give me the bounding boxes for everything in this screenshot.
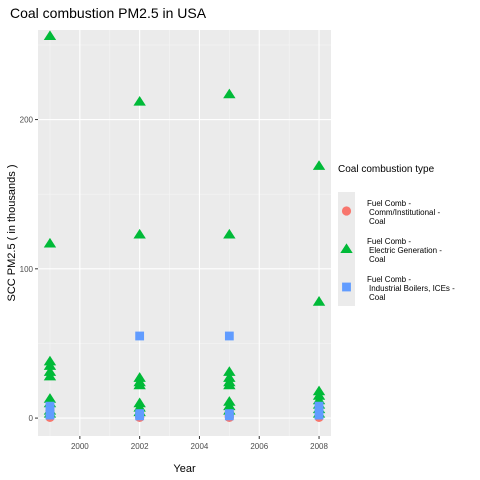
chart-title: Coal combustion PM2.5 in USA <box>10 5 207 21</box>
plot-panel <box>38 30 331 436</box>
x-tick-label: 2000 <box>71 442 89 451</box>
data-point-triangle <box>133 379 146 390</box>
data-point-triangle <box>43 370 57 381</box>
data-point-triangle <box>312 296 326 306</box>
legend-label: Fuel Comb -Comm/Institutional -Coal <box>367 199 440 226</box>
data-point-square <box>314 401 324 411</box>
data-point-square <box>224 411 234 421</box>
data-point-triangle <box>223 366 236 376</box>
legend-marker-triangle <box>340 243 353 254</box>
legend-label: Fuel Comb -Industrial Boilers, ICEs -Coa… <box>367 275 455 302</box>
data-point-triangle <box>223 88 236 99</box>
data-points <box>43 30 326 422</box>
legend: Coal combustion type Fuel Comb -Comm/Ins… <box>338 164 455 306</box>
data-point-square <box>135 411 145 421</box>
data-point-square <box>45 410 55 420</box>
x-tick-label: 2004 <box>191 442 209 451</box>
data-point-triangle <box>223 379 236 390</box>
data-point-square <box>135 331 145 341</box>
y-tick-label: 100 <box>20 265 34 274</box>
legend-marker-circle <box>341 206 352 216</box>
x-tick-label: 2006 <box>250 442 268 451</box>
y-tick-label: 0 <box>29 414 34 423</box>
data-point-triangle <box>223 228 236 239</box>
x-tick-label: 2002 <box>131 442 149 451</box>
legend-label: Fuel Comb -Electric Generation -Coal <box>367 237 442 264</box>
x-tick-label: 2008 <box>310 442 328 451</box>
data-point-triangle <box>133 96 146 106</box>
data-point-square <box>224 331 234 341</box>
data-point-square <box>314 410 324 420</box>
x-axis-title: Year <box>173 463 196 475</box>
y-axis-title: SCC PM2.5 ( in thousands ) <box>6 165 18 302</box>
data-point-triangle <box>43 30 57 41</box>
data-point-triangle <box>312 160 326 170</box>
legend-title: Coal combustion type <box>338 164 435 175</box>
data-point-triangle <box>133 228 146 239</box>
axes: 2000 2002 2004 2006 2008 0 100 200 <box>20 116 329 451</box>
legend-marker-square <box>342 282 351 292</box>
data-point-triangle <box>43 237 57 248</box>
data-point-triangle <box>43 360 57 370</box>
y-tick-label: 200 <box>20 116 34 125</box>
data-point-square <box>314 406 324 416</box>
